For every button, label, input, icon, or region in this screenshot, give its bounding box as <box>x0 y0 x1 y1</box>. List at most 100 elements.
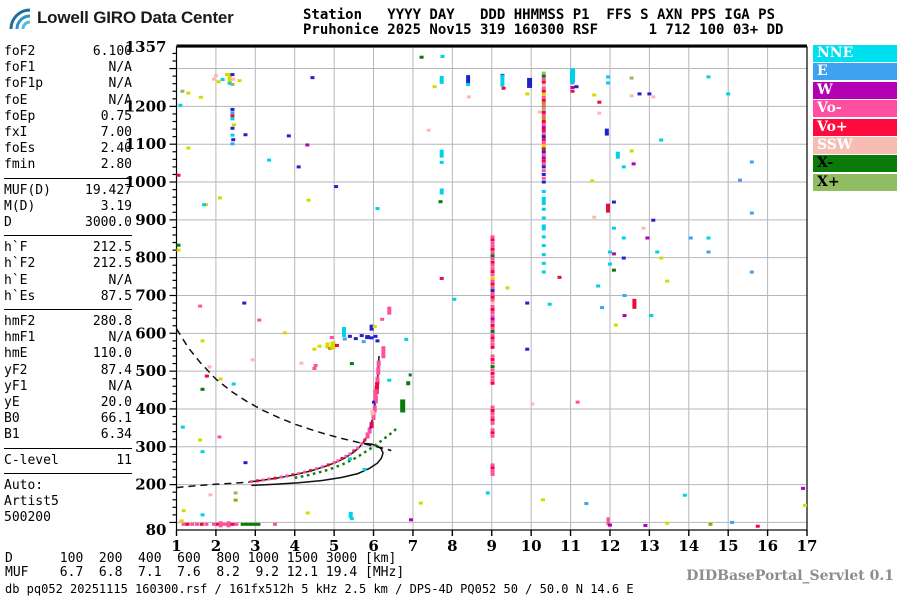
echo-point <box>706 75 711 79</box>
echo-point <box>665 279 670 283</box>
x-tick-label: 16 <box>757 537 778 555</box>
echo-point <box>439 149 444 158</box>
echo-point <box>575 400 580 404</box>
echo-point <box>273 522 278 526</box>
echo-point <box>541 270 546 274</box>
parameter-panel: foF2 6.100 foF1 N/A foF1p N/A foE N/A foEp 0.75 fx… <box>4 44 132 526</box>
echo-point <box>541 89 546 93</box>
echo-point <box>186 91 191 95</box>
param-value: 6.34 <box>100 427 132 443</box>
echo-point <box>370 410 375 416</box>
echo-point <box>637 92 642 96</box>
param-row-hf: h`F 212.5 <box>4 240 132 256</box>
echo-point <box>570 85 575 89</box>
param-separator <box>4 309 132 311</box>
echo-point <box>490 244 495 248</box>
y-tick-label: 1000 <box>125 173 167 191</box>
echo-point <box>180 89 185 93</box>
echo-point <box>267 158 272 162</box>
echo-point <box>466 82 471 86</box>
echo-point <box>490 311 495 315</box>
echo-point <box>373 389 378 399</box>
echo-point <box>348 452 352 456</box>
echo-point <box>490 428 495 432</box>
param-label: B0 <box>4 411 20 427</box>
echo-point <box>381 346 386 359</box>
echo-point <box>439 188 444 195</box>
echo-point <box>584 502 589 506</box>
param-row-foe: foE N/A <box>4 93 132 109</box>
logo-text: Lowell GIRO Data Center <box>37 7 234 27</box>
x-axis-labels: 1 2 3 4 5 6 7 8 9 10 11 12 13 14 15 16 17 <box>171 537 817 555</box>
echo-point <box>200 387 205 391</box>
echo-point <box>500 74 505 87</box>
echo-point <box>439 75 444 84</box>
echo-point <box>541 138 546 142</box>
echo-point <box>360 442 364 446</box>
echo-point <box>541 196 546 205</box>
dmuf-table: D 100 200 400 600 800 1000 1500 3000 [km… <box>5 552 404 579</box>
echo-point <box>621 236 626 240</box>
echo-point <box>336 459 340 463</box>
param-separator <box>4 447 132 449</box>
param-value: 87.5 <box>100 288 132 304</box>
echo-point <box>490 260 495 264</box>
echo-point <box>541 83 546 87</box>
echo-point <box>590 179 595 183</box>
param-value: 212.5 <box>92 256 132 272</box>
echo-point <box>541 132 546 136</box>
param-value: N/A <box>108 272 132 288</box>
echo-point <box>541 216 546 220</box>
echo-point <box>611 268 616 272</box>
echo-point <box>629 149 634 153</box>
param-label: D <box>4 215 12 231</box>
echo-point <box>490 329 495 333</box>
echo-point <box>466 95 471 99</box>
echo-point <box>211 77 216 81</box>
echo-point <box>334 185 339 189</box>
param-label: foEp <box>4 108 36 124</box>
echo-point <box>490 415 495 419</box>
legend-item-ssw: SSW <box>813 136 897 154</box>
echo-point <box>220 78 225 82</box>
echo-point <box>688 236 693 240</box>
param-label: foE <box>4 92 28 108</box>
echo-point <box>574 85 579 89</box>
echo-point <box>202 203 207 207</box>
legend-item-nne: NNE <box>813 45 897 62</box>
echo-point <box>606 517 610 526</box>
param-row-hes: h`Es 87.5 <box>4 289 132 305</box>
echo-point <box>198 438 203 442</box>
echo-point <box>607 262 612 266</box>
echo-point <box>249 480 253 484</box>
echo-point <box>541 107 546 111</box>
echo-point <box>682 493 687 497</box>
echo-point <box>181 522 186 526</box>
echo-point <box>198 304 203 308</box>
es-layer-echo-points <box>181 521 278 528</box>
x-tick-label: 3 <box>250 537 260 555</box>
param-label: h`Es <box>4 288 36 304</box>
echo-point <box>342 337 347 341</box>
echo-point <box>330 341 336 350</box>
param-row-fxi: fxI 7.00 <box>4 125 132 141</box>
echo-point <box>541 144 546 148</box>
echo-point <box>708 522 713 526</box>
echo-point <box>600 306 605 310</box>
param-value: 110.0 <box>92 346 132 362</box>
echo-point <box>230 522 235 526</box>
echo-point <box>313 363 318 367</box>
echo-point <box>490 276 495 280</box>
echo-point <box>286 134 291 138</box>
echo-point <box>285 474 289 478</box>
echo-point <box>505 286 510 290</box>
echo-point <box>347 457 352 461</box>
echo-point <box>372 400 376 404</box>
y-tick-label: 500 <box>135 362 166 380</box>
echo-point <box>622 314 627 318</box>
autoscaling-info-line: Auto: <box>4 477 44 493</box>
param-separator <box>4 472 132 474</box>
echo-point <box>231 382 236 386</box>
param-row-yf1: yF1 N/A <box>4 379 132 395</box>
echo-point <box>279 475 283 479</box>
